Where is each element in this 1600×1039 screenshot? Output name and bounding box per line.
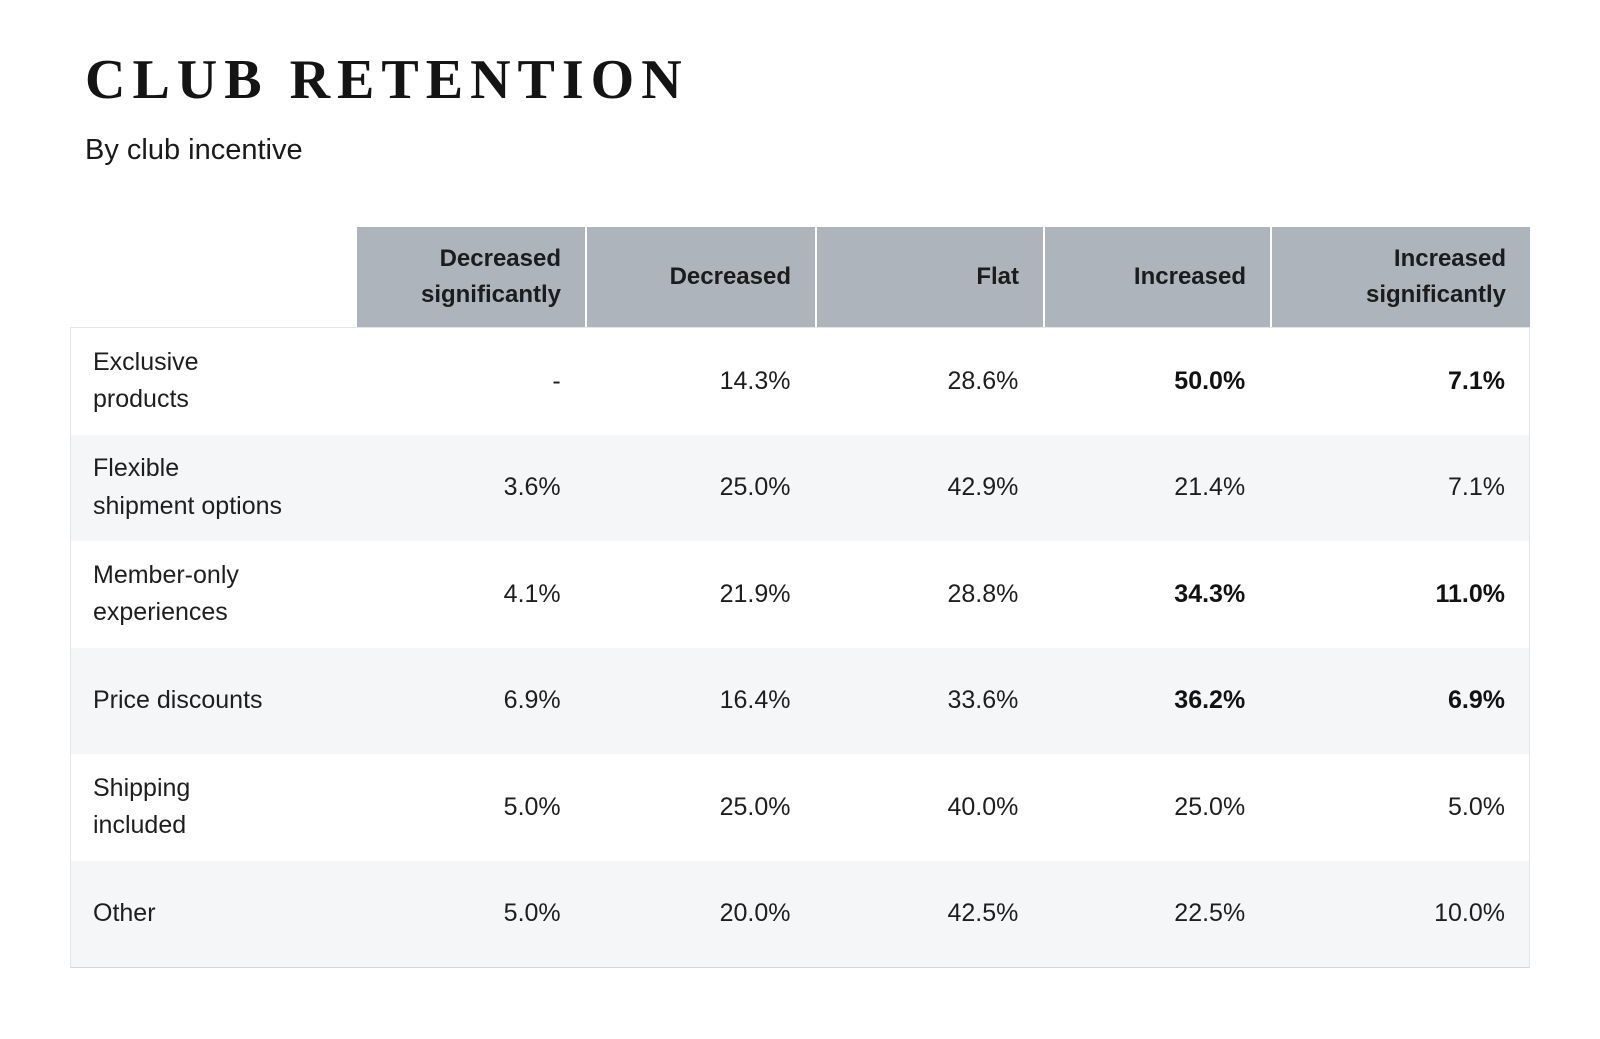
row-label: Member-only experiences [93,560,239,627]
table-row: Flexible shipment options 3.6% 25.0% 42.9% 2… [71,434,1529,541]
value-cell: 16.4% [719,686,791,715]
value-cell: 36.2% [1174,686,1246,715]
value-cell: 42.5% [947,899,1019,928]
table-row: Price discounts 6.9% 16.4% 33.6% 36.2% 6.9% [71,647,1529,754]
table-row: Member-only experiences 4.1% 21.9% 28.8% 34.… [71,541,1529,648]
value-cell: 22.5% [1174,899,1246,928]
retention-table: Decreased significantly Decreased Flat Incr… [70,227,1530,968]
value-cell: 11.0% [1435,579,1505,608]
table-row: Shipping included 5.0% 25.0% 40.0% 25.0% 5.0% [71,754,1529,861]
value-cell: 42.9% [947,473,1019,502]
row-label: Other [93,899,156,927]
value-cell: 40.0% [947,792,1019,821]
value-cell: 21.4% [1174,473,1246,502]
row-label: Price discounts [93,686,263,714]
table-header-row: Decreased significantly Decreased Flat Incr… [357,227,1530,327]
table-row: Other 5.0% 20.0% 42.5% 22.5% 10.0% [71,860,1529,967]
value-cell: 10.0% [1434,899,1505,928]
value-cell: 25.0% [1174,792,1246,821]
value-cell: 14.3% [719,366,791,395]
page-subtitle: By club incentive [85,134,303,166]
value-cell: 21.9% [719,579,791,608]
value-cell: 25.0% [719,792,791,821]
column-header: Increased [1043,227,1270,327]
column-header: Flat [815,227,1043,327]
value-cell: 5.0% [503,792,561,821]
value-cell: 33.6% [947,686,1019,715]
value-cell: 6.9% [1448,686,1505,715]
value-cell: 6.9% [503,686,561,715]
value-cell: 5.0% [503,899,561,928]
row-label: Exclusive products [93,347,199,414]
row-label: Flexible shipment options [93,454,283,520]
value-cell: 5.0% [1448,792,1505,821]
table-row: Exclusive products - 14.3% 28.6% 50.0% 7.1% [71,328,1529,435]
column-header: Decreased significantly [357,227,585,327]
value-cell: 28.8% [947,579,1019,608]
value-cell: 34.3% [1174,579,1246,608]
column-header: Decreased [585,227,815,327]
row-label: Shipping included [93,773,191,840]
page-title: CLUB RETENTION [85,49,689,111]
value-cell: 7.1% [1448,473,1505,502]
value-cell: 28.6% [947,366,1019,395]
value-cell: 50.0% [1174,366,1246,395]
table-body: Exclusive products -14.3% 28.6% 50.0% 7.1% Fl… [70,327,1530,968]
value-cell: - [552,366,561,395]
value-cell: 3.6% [503,473,561,502]
value-cell: 4.1% [503,579,561,608]
value-cell: 7.1% [1448,366,1505,395]
value-cell: 25.0% [719,473,791,502]
column-header: Increased significantly [1270,227,1530,327]
value-cell: 20.0% [719,899,791,928]
